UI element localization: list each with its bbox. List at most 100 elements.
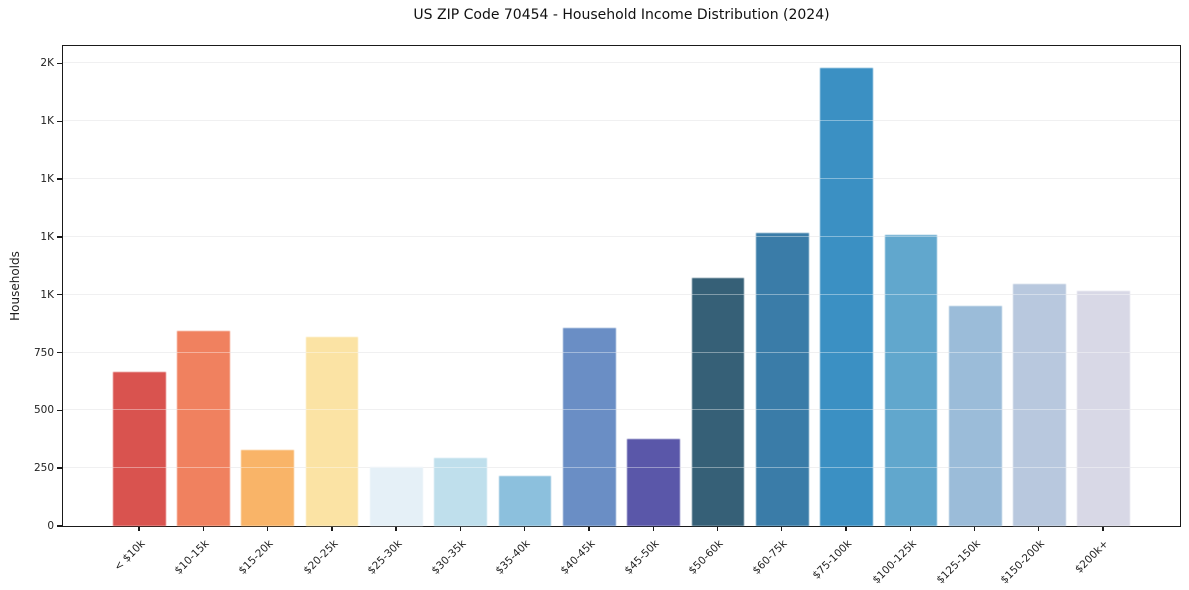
- bar-$100-125k: [884, 234, 938, 526]
- x-tick-label-text: $10-15k: [172, 537, 212, 577]
- gridline: [63, 178, 1180, 180]
- y-tick-mark: [57, 293, 63, 296]
- gridline: [63, 409, 1180, 411]
- x-tick-label-text: $60-75k: [750, 537, 790, 577]
- y-tick-label: 1K: [40, 173, 54, 186]
- gridline-overlay: [63, 178, 1180, 180]
- bar-slot: [750, 46, 814, 526]
- bar-$50-60k: [691, 278, 745, 526]
- x-tick-label-text: $200k+: [1073, 537, 1112, 576]
- bar-$45-50k: [627, 439, 681, 526]
- x-tick-mark: [524, 526, 526, 531]
- y-tick-label: 750: [33, 346, 54, 359]
- y-tick-label: 250: [33, 462, 54, 475]
- bar-$30-35k: [434, 457, 488, 526]
- bar-slot: [300, 46, 364, 526]
- bar-$40-45k: [562, 328, 616, 526]
- x-tick-label-text: $150-200k: [998, 537, 1048, 587]
- x-tick-mark: [781, 526, 783, 531]
- x-tick-mark: [395, 526, 397, 531]
- bar-slot: [943, 46, 1007, 526]
- y-tick-label: 1K: [40, 230, 54, 243]
- x-tick-label-text: $125-150k: [934, 537, 983, 587]
- bar-$35-40k: [498, 476, 552, 526]
- bar-< $10k: [112, 372, 166, 526]
- x-tick-mark: [138, 526, 140, 531]
- x-tick-mark: [331, 526, 333, 531]
- x-tick-label-text: $25-30k: [365, 537, 405, 577]
- y-tick-label: 1K: [40, 288, 54, 301]
- x-tick-label-text: $100-125k: [869, 537, 919, 587]
- x-tick-mark: [973, 526, 976, 531]
- chart-title: US ZIP Code 70454 - Household Income Dis…: [413, 7, 830, 23]
- y-tick-label: 0: [47, 520, 54, 532]
- bar-slot: [364, 46, 428, 526]
- y-axis-label: Households: [8, 251, 22, 321]
- bar-slot: [171, 46, 235, 526]
- bar-slot: [622, 46, 686, 526]
- gridline-overlay: [63, 120, 1180, 122]
- gridline-overlay: [63, 293, 1180, 295]
- y-tick-label: 2K: [40, 57, 54, 70]
- bar-slot: [429, 46, 493, 526]
- bar-$200k+: [1077, 291, 1131, 526]
- x-tick-label-text: $50-60k: [686, 537, 726, 577]
- gridline-overlay: [63, 409, 1180, 411]
- x-tick-label-text: $30-35k: [429, 537, 469, 577]
- bar-$10-15k: [177, 330, 230, 526]
- x-tick-label-text: < $10k: [111, 537, 148, 574]
- y-tick-label: 1K: [40, 115, 54, 128]
- gridline: [63, 235, 1180, 237]
- y-tick-mark: [57, 62, 63, 65]
- bar-$75-100k: [820, 67, 873, 526]
- x-tick-mark: [202, 526, 205, 531]
- x-tick-mark: [266, 526, 269, 531]
- y-tick-mark: [57, 351, 63, 354]
- y-tick-mark: [57, 120, 63, 122]
- x-tick-label-text: $35-40k: [493, 537, 533, 577]
- y-tick-mark: [57, 467, 63, 469]
- x-tick-label-text: $45-50k: [622, 537, 662, 577]
- x-tick-label-text: $20-25k: [301, 537, 341, 577]
- bar-slot: [557, 46, 621, 526]
- gridline-overlay: [63, 351, 1180, 353]
- x-tick-mark: [459, 526, 462, 531]
- x-tick-mark: [1038, 526, 1040, 531]
- bar-$20-25k: [305, 337, 359, 526]
- gridline: [63, 467, 1180, 469]
- bar-$15-20k: [241, 449, 295, 526]
- gridline-overlay: [63, 467, 1180, 469]
- gridline-overlay: [63, 62, 1180, 64]
- bar-slot: [814, 46, 878, 526]
- y-tick-mark: [57, 236, 63, 238]
- x-tick-label-text: $15-20k: [236, 537, 276, 577]
- bar-slot: [107, 46, 171, 526]
- bar-$25-30k: [370, 467, 423, 526]
- bar-$150-200k: [1013, 284, 1066, 526]
- y-tick-mark: [57, 409, 63, 412]
- x-tick-mark: [716, 526, 719, 531]
- bar-slot: [1007, 46, 1071, 526]
- gridline-overlay: [63, 235, 1180, 237]
- gridline: [63, 62, 1180, 64]
- x-tick-mark: [845, 526, 847, 531]
- x-tick-mark: [909, 526, 911, 531]
- gridline: [63, 293, 1180, 295]
- bar-slot: [236, 46, 300, 526]
- gridline: [63, 120, 1180, 122]
- bar-slot: [686, 46, 750, 526]
- x-tick-mark: [652, 526, 654, 531]
- bar-$60-75k: [755, 233, 809, 526]
- bars-container: [63, 46, 1180, 526]
- y-tick-mark: [57, 525, 63, 527]
- bar-slot: [1072, 46, 1136, 526]
- x-tick-label-text: $40-45k: [558, 537, 598, 577]
- plot-area: 0 250 500 750 1K 1K 1K 1K 2K < $10k $10-15k $15-20k…: [34, 45, 1181, 586]
- x-tick-mark: [588, 526, 590, 531]
- x-tick-label-text: $75-100k: [810, 537, 855, 582]
- gridline: [63, 351, 1180, 353]
- y-tick-mark: [57, 178, 63, 180]
- y-tick-label: 500: [33, 404, 54, 417]
- bar-$125-150k: [948, 306, 1002, 526]
